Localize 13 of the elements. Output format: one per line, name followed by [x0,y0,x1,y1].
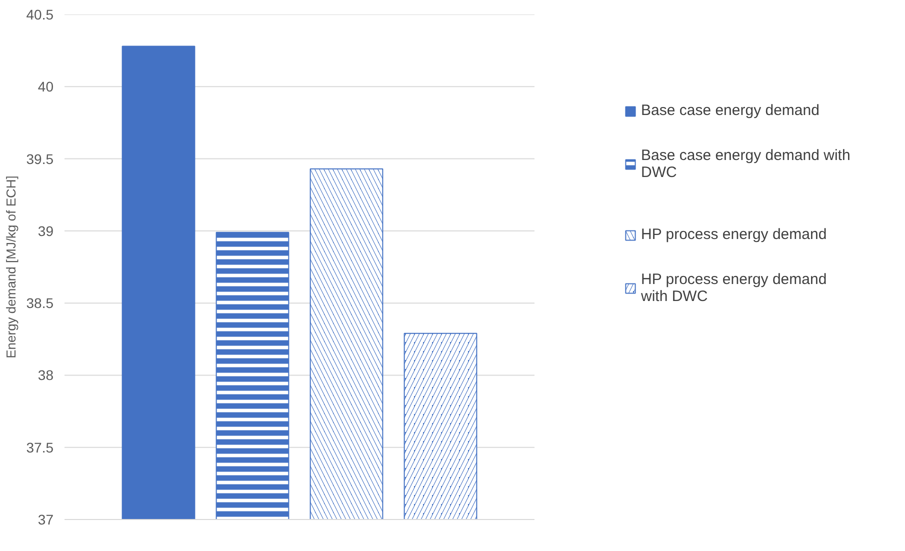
legend-label: Base case energy demand [641,102,820,119]
y-axis-title: Energy demand [MJ/kg of ECH] [3,176,18,358]
y-tick-label: 37 [38,512,54,528]
y-tick-label: 37.5 [26,439,54,456]
y-tick-label: 39 [38,222,54,239]
legend-label: HP process energy demand with DWC [641,271,827,305]
y-tick-label: 40 [38,78,54,95]
y-tick-label: 39.5 [26,150,54,167]
y-tick-label: 38 [38,367,54,384]
y-tick-label: 38.5 [26,295,54,312]
legend-label: HP process energy demand [641,226,827,243]
y-tick-label: 40.5 [26,6,54,22]
legend-label: Base case energy demand with DWC [641,147,850,181]
